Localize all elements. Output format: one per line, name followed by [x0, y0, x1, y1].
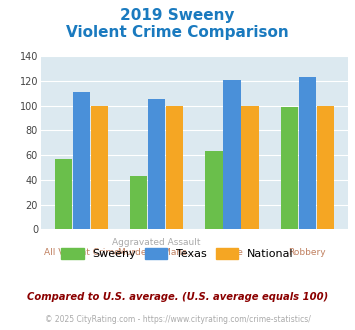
Bar — [205, 151, 223, 229]
Text: Violent Crime Comparison: Violent Crime Comparison — [66, 25, 289, 40]
Bar — [130, 176, 147, 229]
Bar — [148, 99, 165, 229]
Bar — [317, 106, 334, 229]
Text: Compared to U.S. average. (U.S. average equals 100): Compared to U.S. average. (U.S. average … — [27, 292, 328, 302]
Text: Aggravated Assault: Aggravated Assault — [113, 238, 201, 247]
Bar — [166, 106, 184, 229]
Bar — [73, 92, 90, 229]
Text: All Violent Crime: All Violent Crime — [44, 248, 119, 257]
Bar — [280, 107, 298, 229]
Bar — [91, 106, 108, 229]
Text: 2019 Sweeny: 2019 Sweeny — [120, 8, 235, 23]
Text: Rape: Rape — [220, 248, 244, 257]
Text: © 2025 CityRating.com - https://www.cityrating.com/crime-statistics/: © 2025 CityRating.com - https://www.city… — [45, 315, 310, 324]
Text: Murder & Mans...: Murder & Mans... — [118, 248, 195, 257]
Bar — [55, 159, 72, 229]
Text: Robbery: Robbery — [288, 248, 326, 257]
Bar — [299, 77, 316, 229]
Bar — [241, 106, 259, 229]
Bar — [223, 80, 241, 229]
Legend: Sweeny, Texas, National: Sweeny, Texas, National — [57, 243, 298, 263]
